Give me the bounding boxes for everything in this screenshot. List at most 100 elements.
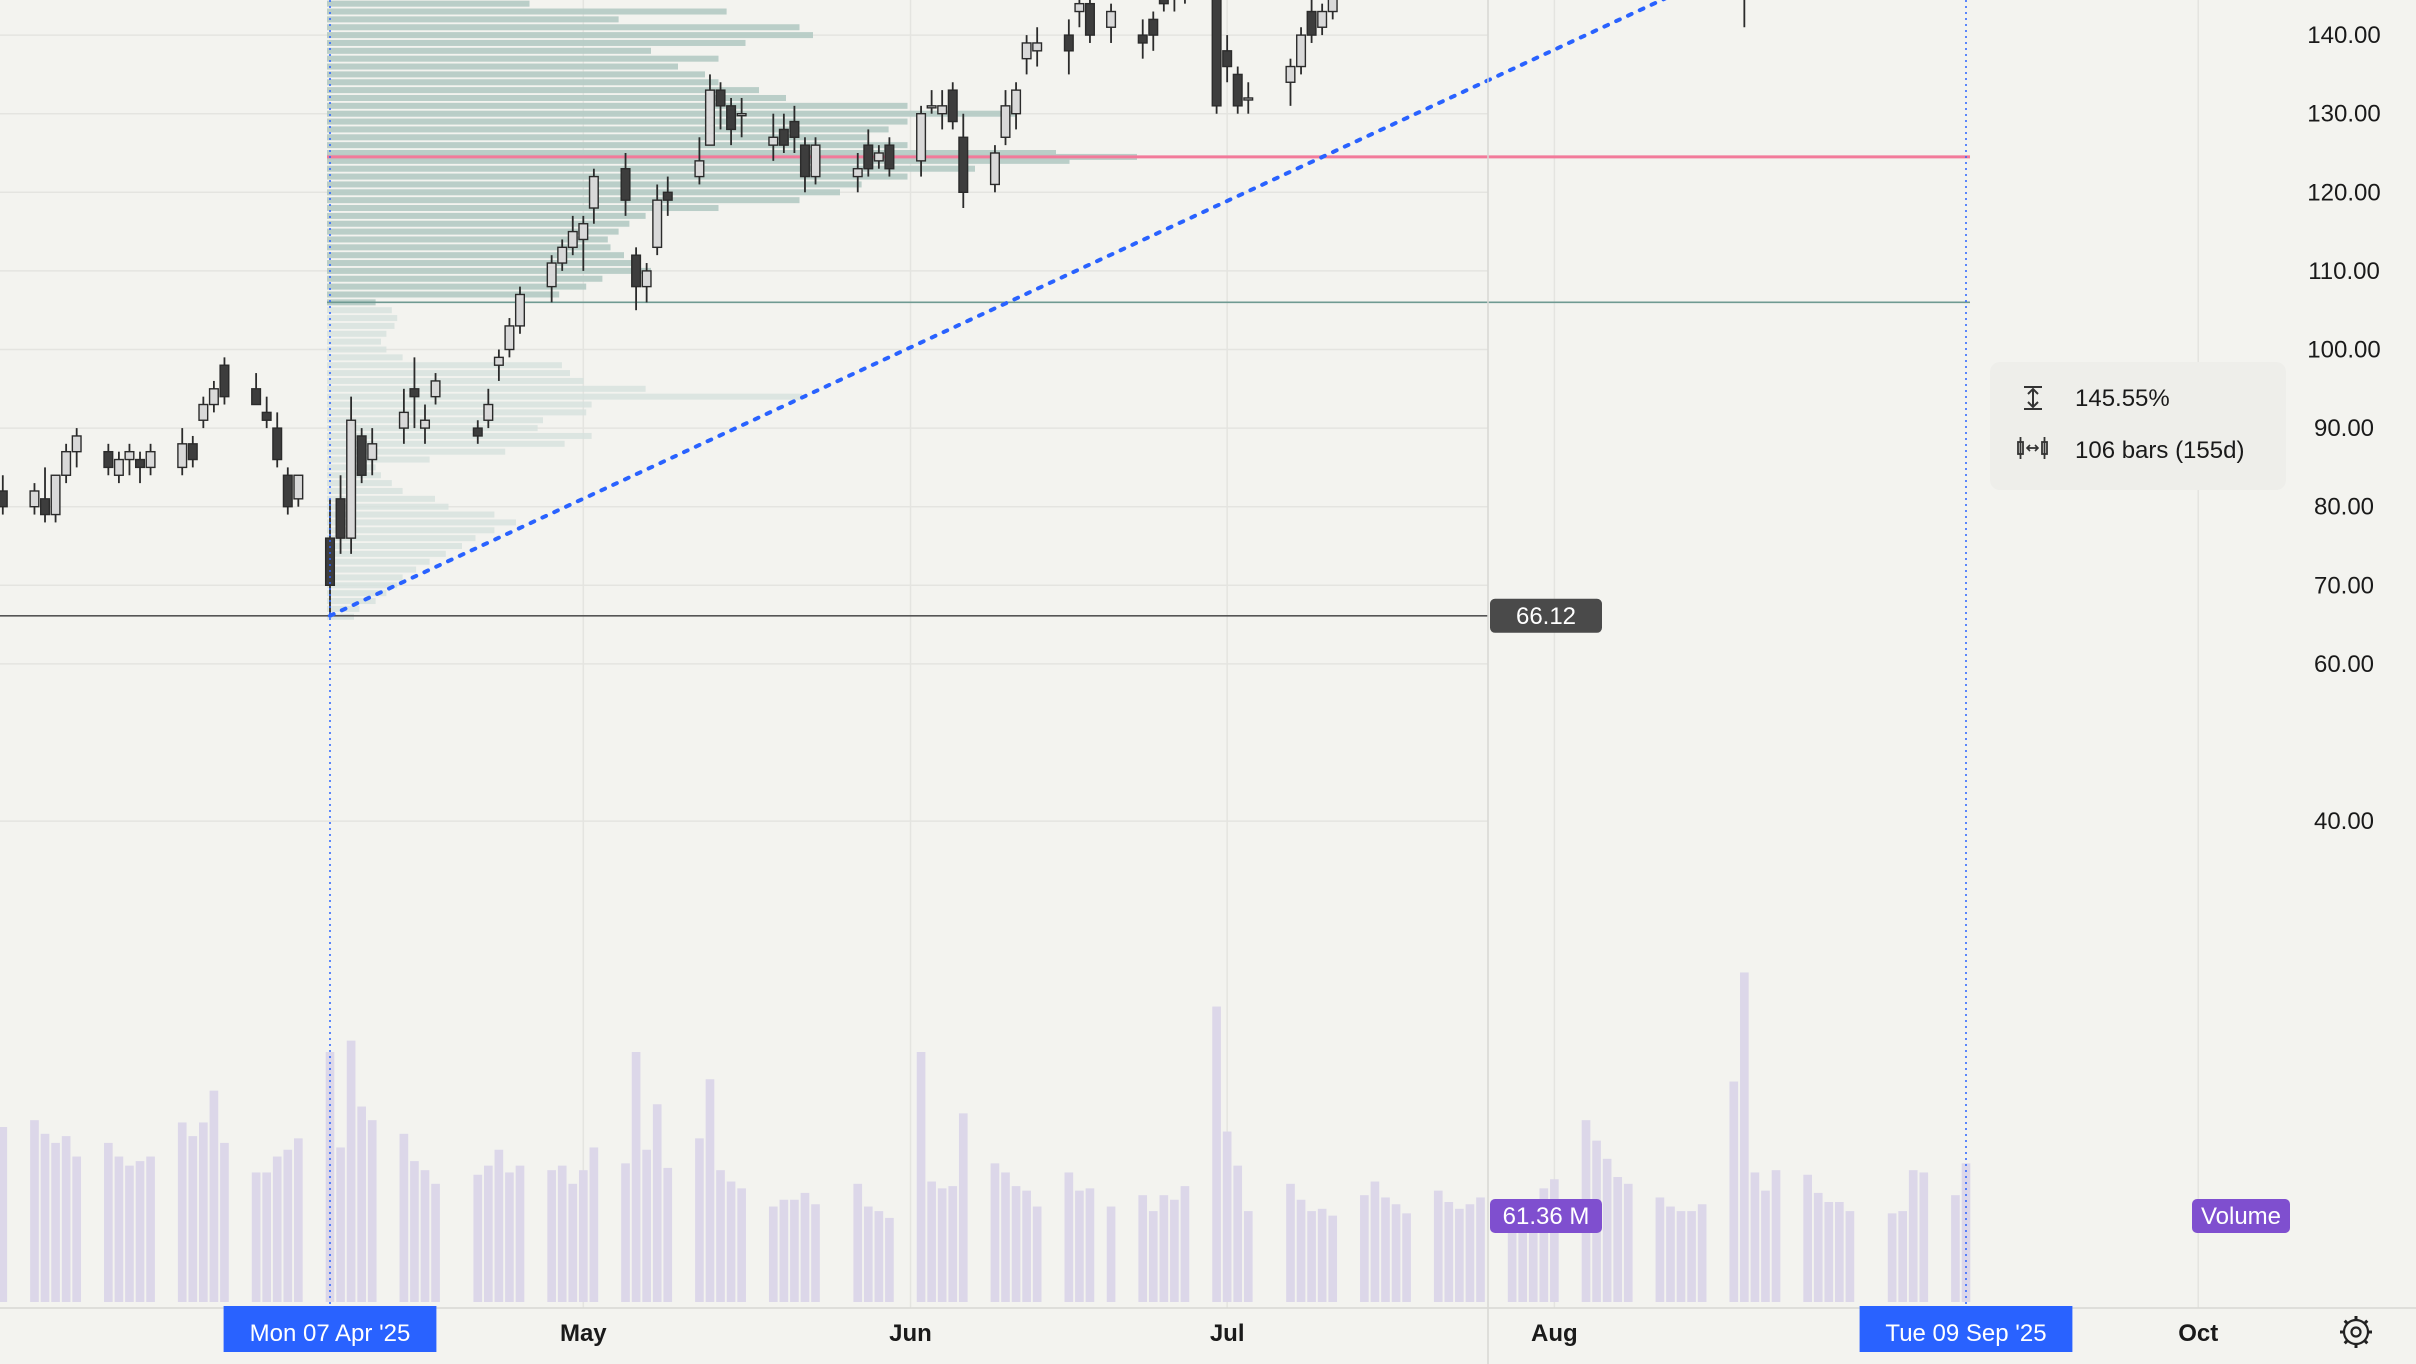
volume-bar [1898, 1211, 1907, 1302]
volume-bar [1138, 1195, 1148, 1302]
volume-profile-row [327, 118, 908, 125]
candle-body-up [652, 199, 663, 249]
volume-bar [272, 1156, 282, 1302]
crosshair-start-date: Mon 07 Apr '25 [223, 1306, 437, 1352]
price-tick-label: 80.00 [2314, 494, 2374, 521]
volume-profile-row [327, 425, 538, 432]
candle [947, 82, 958, 130]
candle [1000, 90, 1011, 146]
candle-body-up [113, 458, 124, 476]
volume-bar [1064, 1172, 1074, 1302]
candle-body-up [145, 450, 156, 469]
candle [409, 357, 420, 429]
candle-body-up [293, 474, 304, 500]
candle [272, 412, 283, 468]
volume-bar [104, 1142, 113, 1302]
volume-profile-row [327, 574, 403, 581]
candle-body-down [1306, 10, 1317, 36]
candle [652, 184, 663, 256]
volume-bar [1539, 1188, 1549, 1302]
candle-body-up [1285, 65, 1296, 83]
candle [937, 90, 948, 130]
volume-bar [1011, 1186, 1021, 1302]
volume-bar [1148, 1211, 1158, 1302]
volume-profile-row [327, 244, 611, 251]
candle-body-up [483, 403, 494, 421]
volume-bar [1908, 1170, 1918, 1302]
candle [726, 97, 737, 146]
candle [177, 428, 188, 476]
candle [472, 420, 483, 444]
candle-body-up [736, 112, 747, 117]
candles [0, 0, 1746, 617]
candle-body-up [50, 474, 61, 516]
candle [398, 388, 409, 444]
volume-bar [800, 1192, 810, 1302]
month-label: Jul [1210, 1320, 1245, 1347]
candle-body-up [514, 293, 526, 327]
volume-bar [1296, 1199, 1306, 1302]
candle [356, 428, 367, 484]
volume-profile-row [327, 32, 813, 39]
candle-body-down [0, 490, 8, 508]
candle [208, 380, 219, 413]
volume-bar [948, 1186, 958, 1302]
price-tick-label: 130.00 [2307, 101, 2380, 128]
measure-overlay[interactable]: 145.55% 106 bars (155d) [0, 0, 2286, 1308]
price-tick-label: 110.00 [2308, 258, 2380, 285]
candle-body-down [789, 120, 800, 138]
volume-bar [853, 1183, 863, 1302]
volume-bar [874, 1211, 884, 1302]
candle [1317, 3, 1328, 36]
candle-body-up [1243, 97, 1254, 101]
volume-bar [367, 1120, 377, 1302]
candle-body-down [335, 498, 346, 539]
volume-profile-row [327, 165, 975, 172]
candle [863, 129, 874, 177]
volume-profile-row [327, 47, 651, 54]
candle [1306, 0, 1317, 43]
candle [198, 396, 209, 429]
candle [789, 105, 800, 153]
volume-profile-row [327, 212, 646, 219]
volume-bar [1243, 1211, 1253, 1302]
candle [567, 215, 578, 256]
volume-bar [125, 1165, 134, 1302]
candle [293, 474, 304, 507]
candle-body-down [1084, 2, 1095, 36]
volume-bar [990, 1163, 1000, 1302]
price-axis[interactable]: 40.00 60.00 70.00 80.00 90.00 100.00 110.00 120… [1487, 0, 2381, 1364]
volume-bar [790, 1199, 799, 1302]
volume-bar [1655, 1197, 1665, 1302]
candle-body-down [282, 474, 293, 508]
volume-bar [1771, 1170, 1781, 1302]
candle-body-up [71, 435, 82, 453]
candle-body-up [346, 419, 357, 539]
candle-body-down [219, 364, 230, 398]
candle [493, 349, 504, 381]
time-axis[interactable]: May Jun Jul Aug Oct Mon 07 Apr '25 Tue 09 Sep … [0, 1306, 2416, 1352]
volume-bar [705, 1079, 715, 1302]
candle-body-up [768, 136, 779, 146]
volume-bar [1180, 1186, 1190, 1302]
candle-body-down [472, 427, 483, 437]
candle [715, 82, 726, 130]
volume-profile-row [327, 440, 565, 447]
candle [1158, 0, 1169, 12]
volume-bar [631, 1052, 641, 1302]
measure-trend-line[interactable] [328, 0, 1966, 618]
volume-profile-row [327, 409, 587, 416]
candle-body-up [29, 490, 40, 508]
bar-range-icon [2017, 437, 2048, 459]
volume-profile-row [327, 205, 719, 212]
volume-bar [40, 1133, 50, 1302]
volume-bar [916, 1052, 926, 1302]
settings-gear-icon[interactable] [2340, 1316, 2372, 1348]
volume-bar [1476, 1197, 1485, 1302]
measure-bars: 106 bars (155d) [2075, 437, 2244, 464]
volume-profile-row [327, 197, 800, 204]
volume-bar [61, 1136, 71, 1302]
volume-profile-row [327, 495, 435, 502]
month-label: Oct [2178, 1320, 2218, 1347]
